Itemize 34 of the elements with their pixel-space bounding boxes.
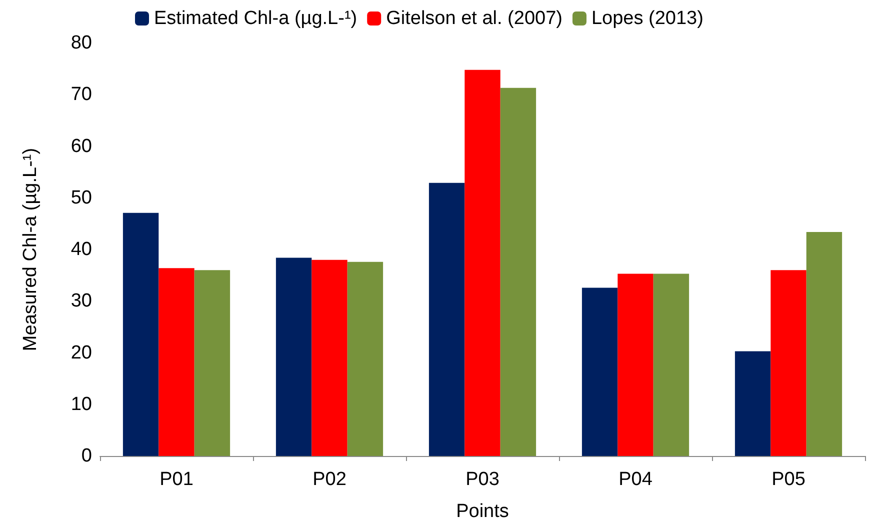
bar [770, 270, 806, 456]
legend-label: Estimated Chl-a (µg.L-¹) [154, 8, 358, 29]
y-tick-label: 0 [81, 446, 92, 466]
bar [312, 260, 348, 456]
bar [734, 351, 771, 456]
y-tick-label: 30 [70, 290, 92, 312]
x-tick-label: P02 [312, 469, 346, 490]
bar [464, 70, 500, 456]
bar [806, 232, 842, 456]
y-tick-label: 40 [70, 239, 92, 260]
bar [276, 258, 312, 456]
y-axis-title: Measured Chl-a (µg.L-¹) [20, 148, 41, 352]
bar [158, 268, 194, 456]
bar [653, 274, 690, 456]
y-tick-label: 70 [70, 84, 92, 106]
y-tick-label: 50 [70, 187, 92, 208]
bar [582, 288, 618, 456]
bar [347, 262, 384, 456]
x-tick-label: P01 [160, 469, 194, 490]
bar [500, 88, 536, 456]
x-axis-title: Points [456, 501, 509, 522]
bar [618, 274, 654, 456]
y-tick-label: 80 [70, 32, 92, 54]
bar [194, 270, 230, 456]
x-tick-label: P03 [466, 469, 500, 490]
x-tick-label: P05 [772, 469, 806, 490]
bar [122, 212, 159, 456]
x-tick-label: P04 [618, 469, 653, 490]
y-tick-label: 20 [70, 342, 92, 364]
y-tick-label: 60 [70, 136, 92, 157]
bar [428, 182, 465, 456]
legend-label: Gitelson et al. (2007) [386, 8, 562, 29]
legend-label: Lopes (2013) [591, 8, 704, 29]
y-tick-label: 10 [70, 394, 92, 415]
